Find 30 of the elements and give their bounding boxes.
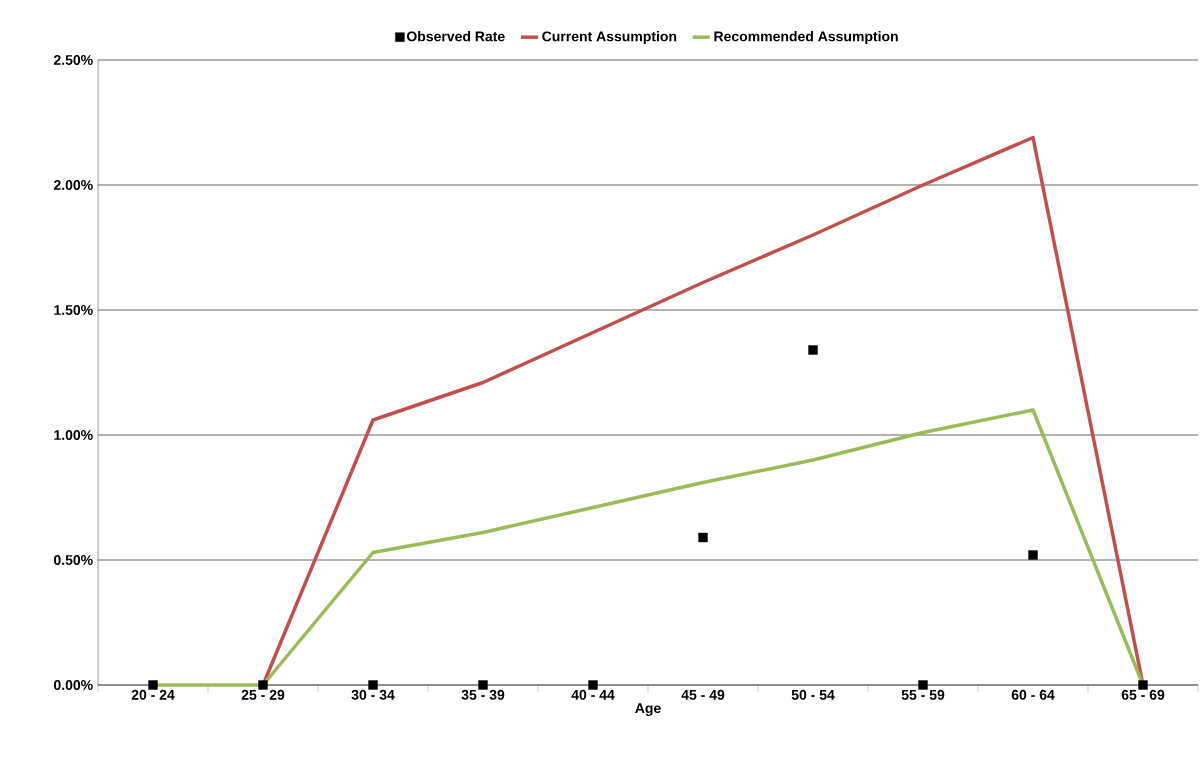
x-tick-label: 45 - 49: [681, 689, 725, 700]
x-tick-label: 40 - 44: [571, 689, 615, 700]
y-tick-label: 2.00%: [53, 180, 93, 190]
legend-label: Current Assumption: [542, 31, 677, 45]
y-tick-label: 1.50%: [54, 305, 93, 315]
point: [1138, 680, 1148, 690]
x-tick-label: 25 - 29: [241, 689, 285, 700]
point: [588, 680, 598, 690]
point: [808, 345, 818, 355]
x-axis-title: Age: [635, 703, 661, 716]
point: [698, 532, 708, 543]
legend-label: Recommended Assumption: [714, 31, 898, 45]
y-tick-label: 1.00%: [54, 430, 93, 440]
x-tick-label: 20 - 24: [131, 689, 175, 700]
y-tick-label: 0.00%: [53, 680, 93, 690]
y-tick-label: 0.50%: [53, 555, 93, 565]
x-tick-label: 35 - 39: [461, 689, 505, 700]
point: [148, 680, 158, 690]
x-tick-label: 50 - 54: [791, 689, 835, 700]
point: [478, 680, 488, 690]
x-tick-label: 65 - 69: [1121, 689, 1165, 700]
x-tick-label: 55 - 59: [901, 689, 945, 700]
y-tick-label: 2.50%: [53, 55, 93, 65]
point: [1028, 550, 1038, 560]
legend-label: Observed Rate: [406, 31, 505, 42]
point: [258, 680, 268, 690]
x-tick-label: 60 - 64: [1011, 689, 1055, 700]
x-tick-label: 30 - 34: [351, 689, 395, 700]
point: [918, 680, 928, 690]
point: [368, 680, 378, 690]
